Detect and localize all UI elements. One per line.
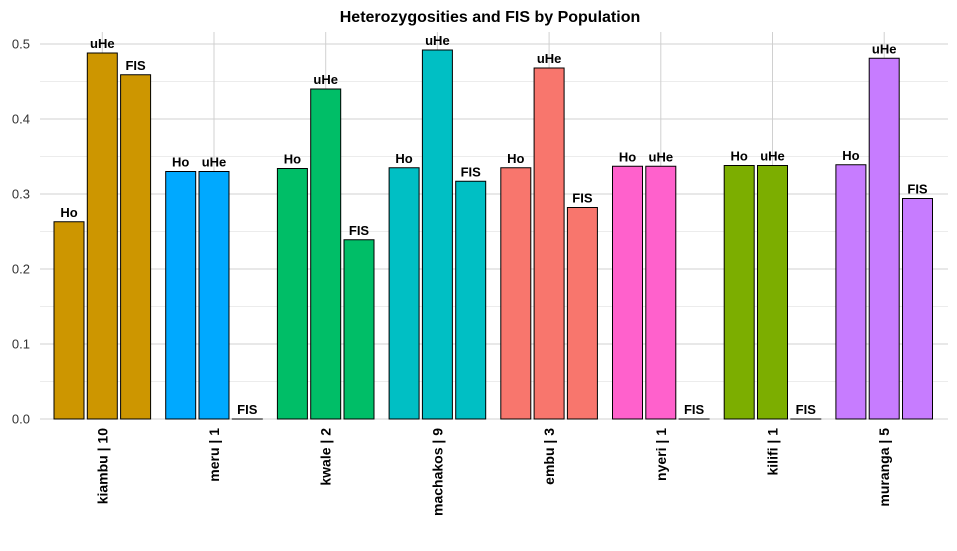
bar-label-fis: FIS: [349, 223, 370, 238]
bar-label-uhe: uHe: [872, 41, 897, 56]
bar-ho-5: [612, 165, 643, 420]
bar-label-uhe: uHe: [537, 51, 562, 66]
y-tick-label: 0.4: [12, 112, 30, 127]
bar-label-uhe: uHe: [760, 149, 785, 164]
bar-uhe-7: [868, 57, 900, 420]
bar-ho-0: [53, 221, 85, 420]
bar-uhe-0: [86, 52, 118, 420]
bar-uhe-6: [757, 165, 788, 420]
y-tick-label: 0.2: [12, 262, 30, 277]
bar-ho-2: [276, 168, 308, 420]
bar-label-ho: Ho: [284, 152, 301, 167]
bar-label-fis: FIS: [907, 182, 928, 197]
bar-label-ho: Ho: [395, 151, 412, 166]
bar-label-ho: Ho: [60, 205, 77, 220]
x-tick-label: kiambu | 10: [94, 428, 110, 504]
bar-label-uhe: uHe: [202, 155, 227, 170]
bar-label-fis: FIS: [796, 402, 817, 417]
x-tick-label: kwale | 2: [318, 428, 334, 486]
bar-fis-2: [343, 239, 375, 420]
bar-label-ho: Ho: [619, 149, 636, 164]
bar-ho-7: [835, 164, 867, 420]
bars: [53, 49, 933, 420]
bar-label-ho: Ho: [842, 148, 859, 163]
bar-fis-4: [566, 207, 598, 420]
bar-fis-3: [455, 180, 487, 420]
bar-label-fis: FIS: [572, 191, 593, 206]
bar-label-fis: FIS: [125, 58, 146, 73]
bar-label-ho: Ho: [507, 151, 524, 166]
y-tick-label: 0.1: [12, 337, 30, 352]
y-tick-label: 0.3: [12, 187, 30, 202]
chart-title: Heterozygosities and FIS by Population: [340, 9, 640, 26]
bar-ho-3: [388, 167, 420, 420]
bar-label-uhe: uHe: [313, 72, 338, 87]
bar-uhe-5: [645, 165, 677, 420]
bar-ho-1: [165, 171, 197, 420]
x-tick-label: meru | 1: [206, 428, 222, 482]
bar-label-fis: FIS: [684, 402, 705, 417]
bar-uhe-1: [198, 171, 230, 420]
bar-label-fis: FIS: [461, 164, 482, 179]
x-tick-label: nyeri | 1: [653, 428, 669, 481]
bar-fis-7: [902, 198, 933, 420]
x-tick-label: embu | 3: [541, 428, 557, 485]
bar-fis-0: [120, 74, 152, 420]
y-tick-label: 0.5: [12, 37, 30, 52]
x-tick-label: machakos | 9: [429, 428, 445, 516]
y-tick-label: 0.0: [12, 412, 30, 427]
x-tick-label: muranga | 5: [876, 428, 892, 507]
bar-label-ho: Ho: [731, 149, 748, 164]
bar-ho-4: [500, 167, 532, 420]
bar-label-uhe: uHe: [425, 33, 450, 48]
bar-label-uhe: uHe: [649, 149, 674, 164]
bar-uhe-4: [533, 67, 565, 420]
bar-ho-6: [723, 165, 755, 420]
bar-uhe-2: [310, 88, 342, 420]
bar-label-fis: FIS: [237, 402, 258, 417]
x-tick-label: kilifi | 1: [765, 428, 781, 476]
bar-label-uhe: uHe: [90, 36, 115, 51]
bar-label-ho: Ho: [172, 155, 189, 170]
y-axis: 0.0 0.1 0.2 0.3 0.4 0.5: [12, 37, 30, 427]
bar-uhe-3: [421, 49, 453, 420]
x-axis: kiambu | 10 meru | 1 kwale | 2 machakos | 9…: [94, 428, 892, 516]
